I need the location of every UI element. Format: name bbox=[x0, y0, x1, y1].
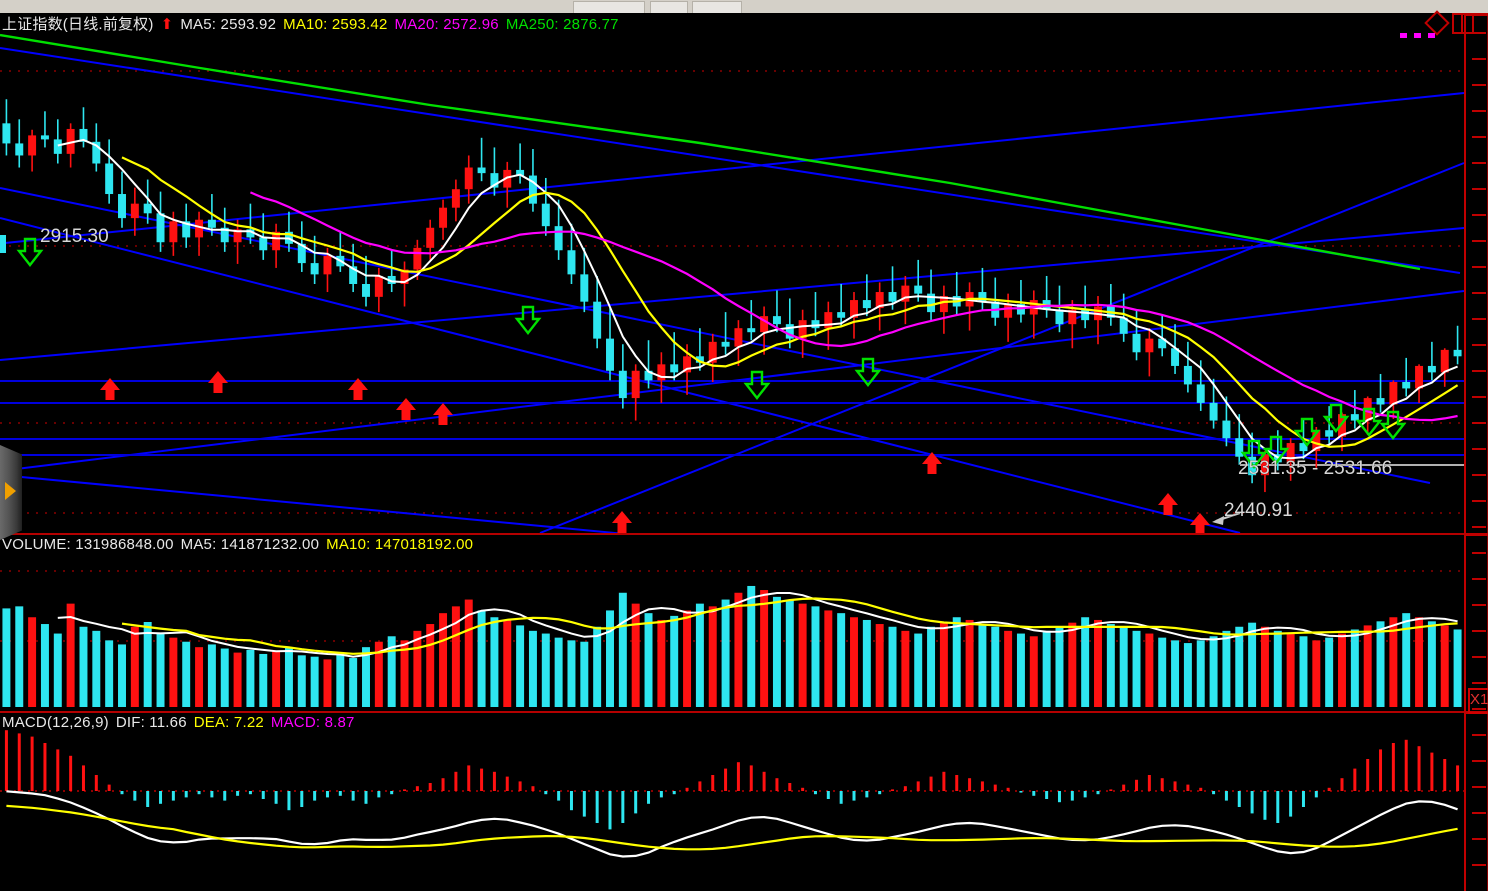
ma20-readout: MA20: 2572.96 bbox=[394, 16, 499, 33]
volume-chart-panel[interactable] bbox=[0, 535, 1464, 711]
ma5-readout: MA5: 2593.92 bbox=[180, 16, 277, 33]
sidebar-expand-handle[interactable] bbox=[0, 445, 22, 540]
macd-chart-canvas bbox=[0, 730, 1464, 858]
macd-chart-panel[interactable] bbox=[0, 713, 1464, 891]
ma10-readout: MA10: 2593.42 bbox=[283, 16, 388, 33]
ma20-dot-2 bbox=[1414, 33, 1421, 38]
range-price-label: 2531.35 - 2531.66 bbox=[1238, 458, 1393, 479]
high-price-label: 2915.30 bbox=[40, 226, 109, 247]
right-axis-rail bbox=[1464, 13, 1466, 891]
volume-ma10-readout: MA10: 147018192.00 bbox=[326, 536, 474, 553]
right-axis-ticks bbox=[1464, 13, 1488, 866]
play-triangle-icon bbox=[5, 482, 16, 500]
price-chart-canvas bbox=[0, 33, 1465, 614]
price-legend: 上证指数(日线.前复权) ⬆ MA5: 2593.92 MA10: 2593.42 MA… bbox=[2, 13, 626, 34]
volume-chart-canvas bbox=[0, 570, 1464, 707]
macd-readout: MACD: 8.87 bbox=[270, 714, 355, 731]
price-volume-divider bbox=[0, 533, 1464, 535]
dif-readout: DIF: 11.66 bbox=[115, 714, 187, 731]
ma20-dot-1 bbox=[1400, 33, 1407, 38]
ma250-readout: MA250: 2876.77 bbox=[505, 16, 619, 33]
window-toolbar bbox=[0, 0, 1488, 14]
volume-legend: VOLUME: 131986848.00 MA5: 141871232.00 MA1… bbox=[2, 536, 480, 553]
price-chart-panel[interactable] bbox=[0, 13, 1465, 614]
x1-marker[interactable]: X1 bbox=[1468, 688, 1488, 714]
low-price-label: 2440.91 bbox=[1224, 500, 1293, 521]
volume-ma5-readout: MA5: 141871232.00 bbox=[180, 536, 320, 553]
volume-readout: VOLUME: 131986848.00 bbox=[2, 536, 174, 553]
macd-title: MACD(12,26,9) bbox=[2, 714, 109, 731]
split-panes-icon[interactable] bbox=[1452, 13, 1474, 34]
dea-readout: DEA: 7.22 bbox=[193, 714, 264, 731]
instrument-title: 上证指数(日线.前复权) bbox=[2, 16, 154, 33]
macd-legend: MACD(12,26,9) DIF: 11.66 DEA: 7.22 MACD: 8.… bbox=[2, 714, 362, 731]
up-arrow-icon: ⬆ bbox=[160, 16, 174, 33]
volume-macd-divider bbox=[0, 711, 1464, 713]
ma20-dot-3 bbox=[1428, 33, 1435, 38]
